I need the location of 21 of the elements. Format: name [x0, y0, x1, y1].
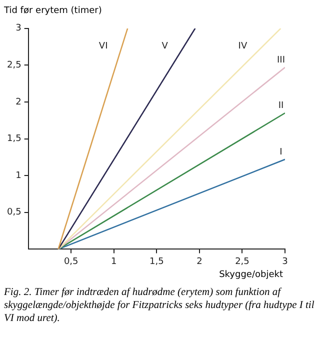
y-tick-label: 0,5 [6, 208, 22, 218]
x-tick-label: 1 [111, 256, 117, 267]
series-label: V [162, 41, 169, 52]
series-label: III [277, 55, 285, 66]
series-label: IV [238, 41, 248, 52]
x-tick-label: 0,5 [64, 256, 78, 267]
y-tick-label: 1,5 [6, 134, 22, 144]
series-label: II [278, 101, 284, 112]
y-axis-title: Tid før erytem (timer) [3, 5, 103, 18]
y-tick-label: 1 [16, 170, 22, 181]
y-tick-label: 2,5 [6, 60, 22, 71]
x-tick-label: 1,5 [149, 256, 164, 267]
x-tick-label: 2 [196, 256, 202, 267]
y-tick-label: 3 [16, 24, 22, 34]
series-label: I [280, 147, 282, 158]
x-tick-label: 2,5 [235, 256, 250, 267]
x-tick-label: 3 [282, 256, 288, 267]
caption: Fig. 2. Timer før indtræden af hudrødme (erytem) som funktion af skyggelængde/objekthøjde for Fitzpatricks seks hudtyper (fra hudtype I til VI mod uret). [3, 286, 316, 326]
y-tick-label: 2 [16, 97, 22, 108]
x-axis-title: Skygge/objekt [218, 270, 284, 282]
series-label: VI [98, 41, 108, 52]
